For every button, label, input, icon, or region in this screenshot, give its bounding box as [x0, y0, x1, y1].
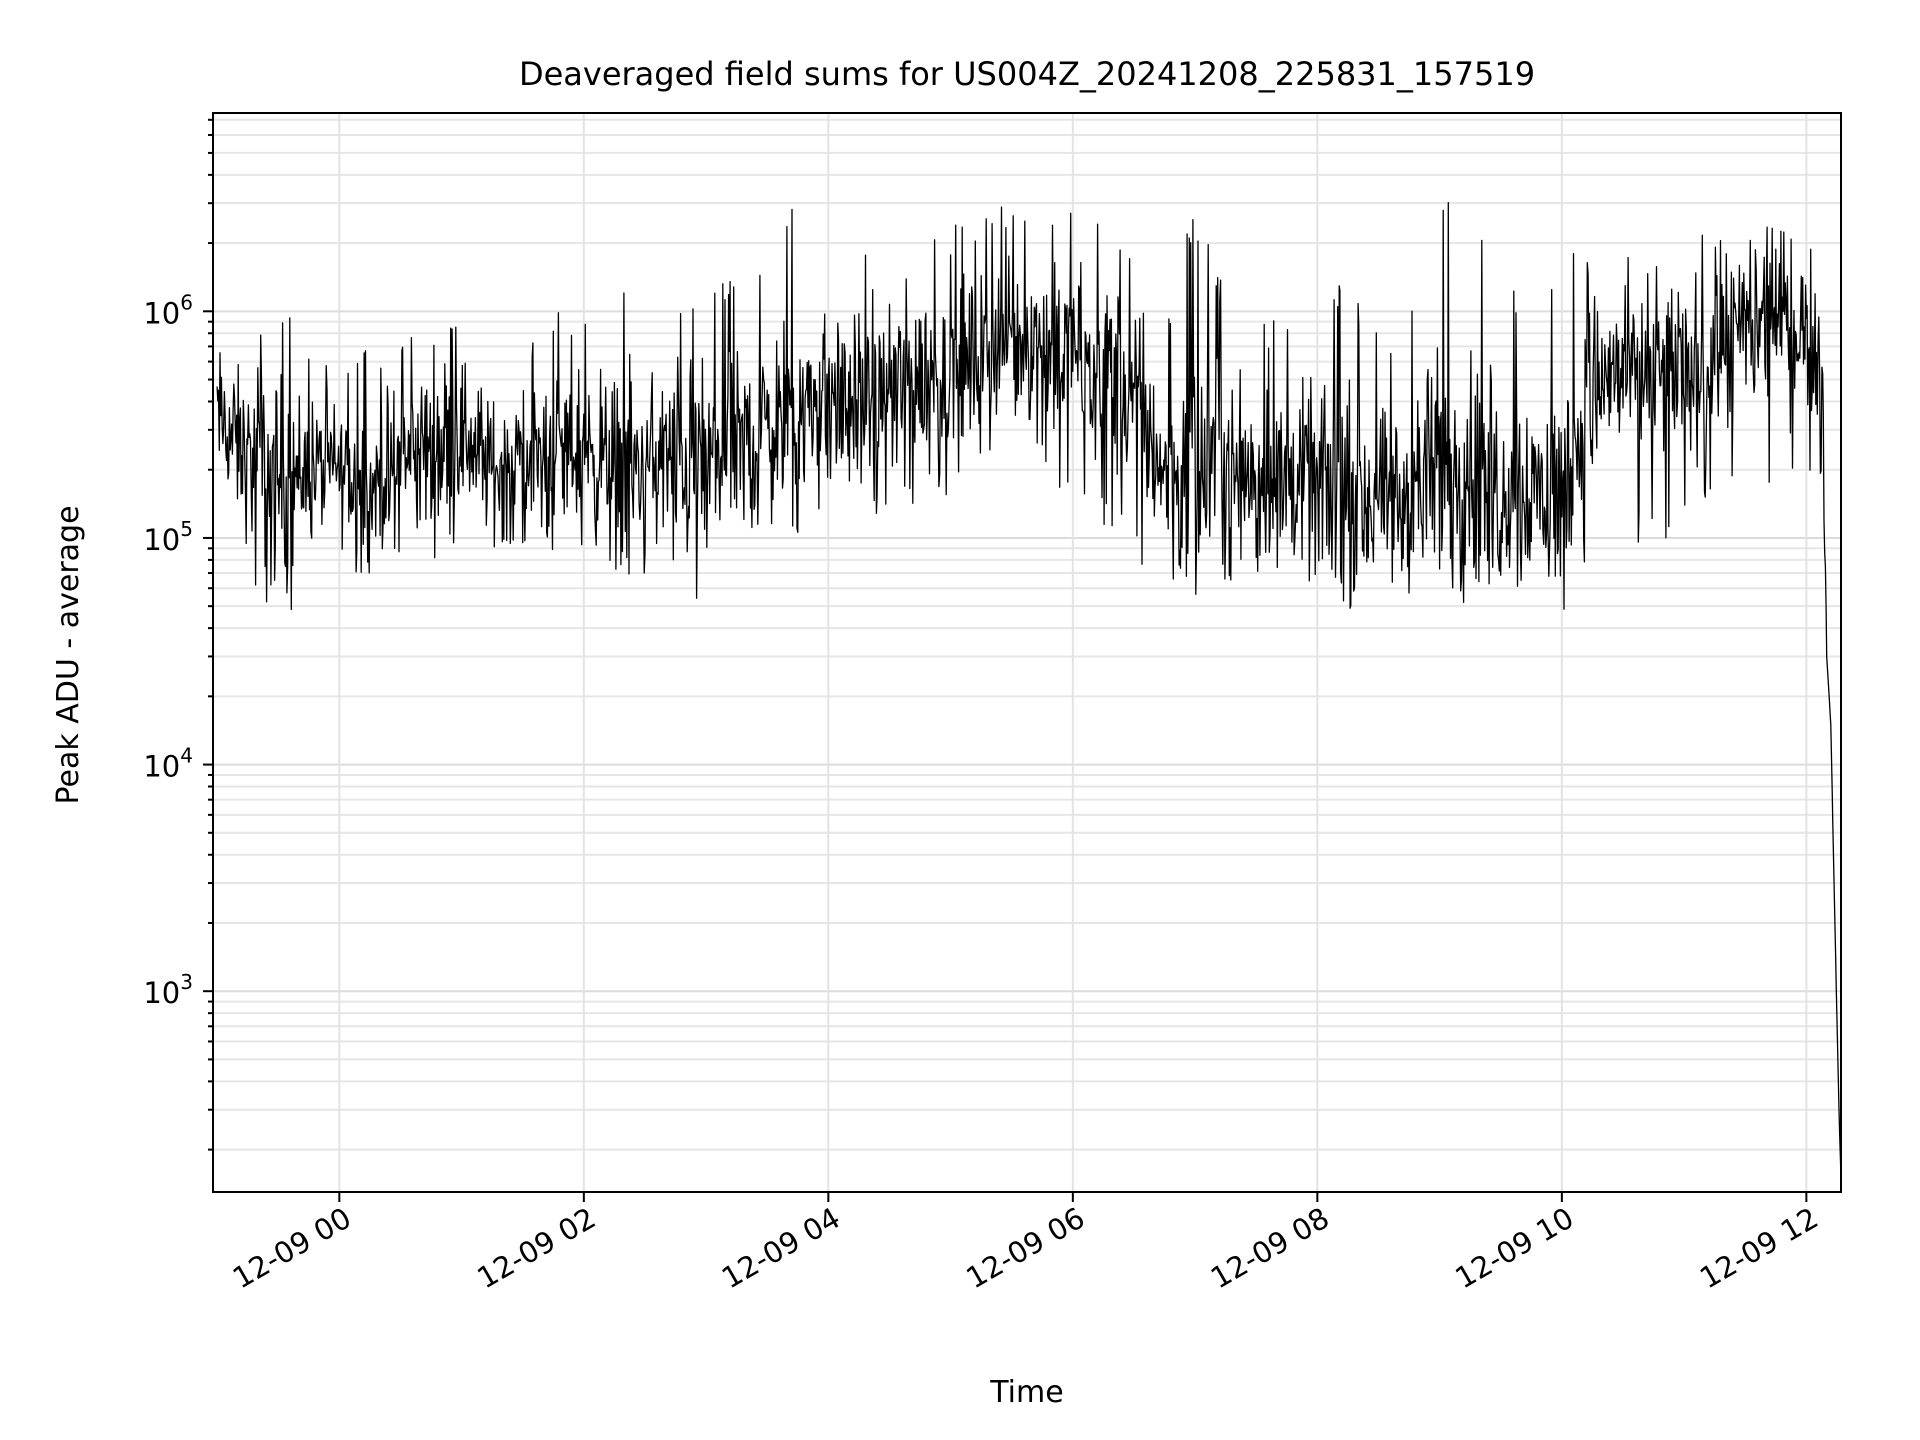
grid — [213, 113, 1841, 1192]
chart-title: Deaveraged field sums for US004Z_2024120… — [519, 55, 1535, 93]
y-tick-label: 106 — [143, 290, 193, 330]
plot-area — [216, 202, 1842, 1178]
x-tick-label: 12-09 02 — [471, 1201, 601, 1296]
y-tick-label: 104 — [143, 744, 193, 784]
y-tick-label: 103 — [143, 970, 193, 1010]
series-line — [216, 202, 1842, 1178]
y-axis-label: Peak ADU - average — [51, 505, 86, 804]
x-axis-label: Time — [989, 1375, 1063, 1410]
x-axis: 12-09 00 12-09 02 12-09 04 12-09 06 12-09 08… — [227, 1192, 1824, 1295]
y-tick-label: 105 — [143, 517, 193, 557]
x-tick-label: 12-09 12 — [1694, 1201, 1824, 1296]
x-tick-label: 12-09 06 — [960, 1201, 1090, 1296]
x-tick-label: 12-09 00 — [227, 1201, 357, 1296]
x-tick-label: 12-09 08 — [1205, 1201, 1335, 1296]
x-tick-label: 12-09 10 — [1449, 1201, 1579, 1296]
x-tick-label: 12-09 04 — [716, 1201, 846, 1296]
axes-frame — [212, 112, 1842, 1193]
y-axis: 103 104 105 106 — [143, 118, 213, 1151]
